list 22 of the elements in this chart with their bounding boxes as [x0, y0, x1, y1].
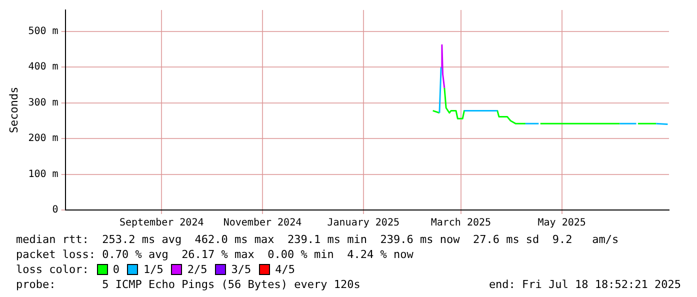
x-tick-label: November 2024	[223, 218, 302, 229]
text: median rtt: 253.2 ms avg 462.0 ms max 239.1 ms min 239.6 ms now 27.6 ms sd 9.2 am/s	[16, 232, 620, 247]
text: probe: 5 ICMP Echo Pings (56 Bytes) every 120s	[16, 277, 360, 292]
text: end: Fri Jul 18 18:52:21 2025	[488, 277, 681, 292]
y-tick-label: 300 m	[28, 97, 58, 108]
y-tick-label: 500 m	[28, 26, 58, 38]
legend-label: 0	[112, 262, 120, 277]
y-tick-label: 100 m	[28, 168, 58, 180]
legend-label: 1/5	[143, 262, 164, 277]
y-tick-label: 0	[52, 204, 58, 216]
x-tick-label: September 2024	[119, 218, 204, 229]
x-tick-label: March 2025	[430, 218, 492, 229]
legend-title: loss color:	[16, 262, 89, 277]
y-tick-label: 400 m	[28, 62, 58, 73]
x-tick-label: January 2025	[327, 218, 400, 229]
legend-label: 3/5	[231, 262, 252, 277]
y-axis-title: Seconds	[7, 86, 20, 134]
text: packet loss: 0.70 % avg 26.17 % max 0.00 % min 4.24 % now	[16, 247, 414, 262]
y-tick-label: 200 m	[28, 133, 58, 144]
legend-label: 4/5	[275, 262, 295, 277]
legend-label: 2/5	[187, 262, 208, 277]
x-tick-label: May 2025	[538, 218, 586, 229]
